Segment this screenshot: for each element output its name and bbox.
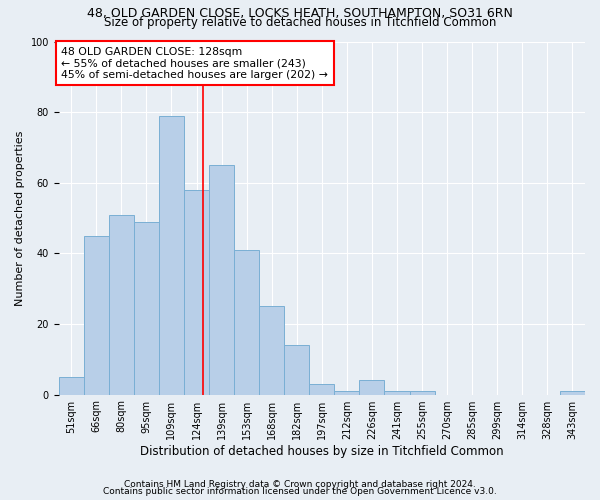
Bar [385,391,410,394]
Bar [184,190,209,394]
Bar [59,377,84,394]
Bar [560,391,585,394]
Bar [159,116,184,394]
Bar [109,214,134,394]
Bar [134,222,159,394]
X-axis label: Distribution of detached houses by size in Titchfield Common: Distribution of detached houses by size … [140,444,503,458]
Bar [284,345,309,395]
Text: Contains public sector information licensed under the Open Government Licence v3: Contains public sector information licen… [103,487,497,496]
Bar [234,250,259,394]
Bar [334,391,359,394]
Bar [410,391,434,394]
Y-axis label: Number of detached properties: Number of detached properties [15,130,25,306]
Bar [309,384,334,394]
Text: 48 OLD GARDEN CLOSE: 128sqm
← 55% of detached houses are smaller (243)
45% of se: 48 OLD GARDEN CLOSE: 128sqm ← 55% of det… [61,47,328,80]
Bar [259,306,284,394]
Bar [359,380,385,394]
Bar [84,236,109,394]
Text: Contains HM Land Registry data © Crown copyright and database right 2024.: Contains HM Land Registry data © Crown c… [124,480,476,489]
Bar [209,165,234,394]
Text: Size of property relative to detached houses in Titchfield Common: Size of property relative to detached ho… [104,16,496,29]
Text: 48, OLD GARDEN CLOSE, LOCKS HEATH, SOUTHAMPTON, SO31 6RN: 48, OLD GARDEN CLOSE, LOCKS HEATH, SOUTH… [87,8,513,20]
